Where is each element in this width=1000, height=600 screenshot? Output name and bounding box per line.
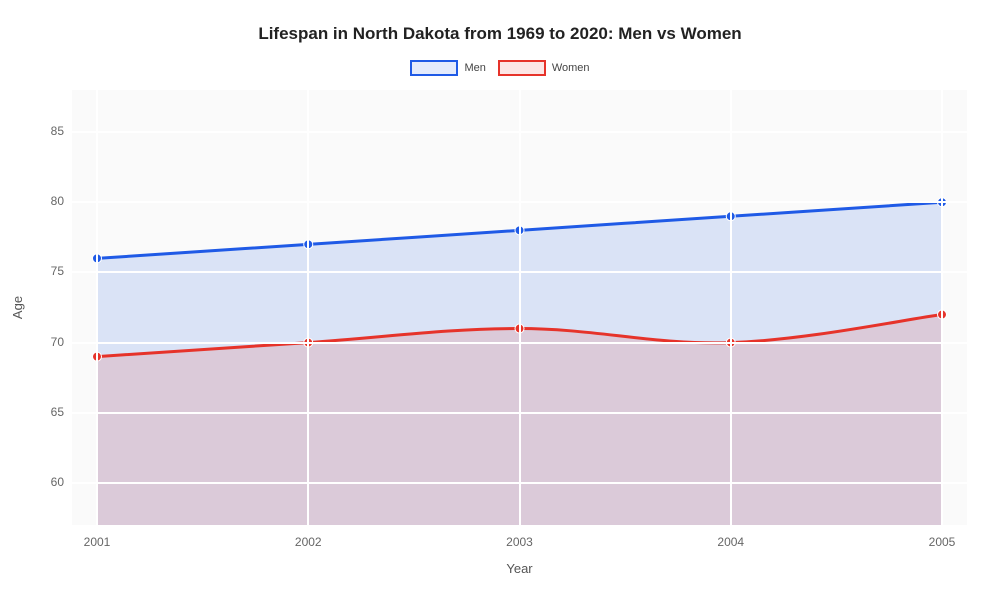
gridline-v — [941, 90, 943, 525]
x-tick-label: 2005 — [912, 535, 972, 549]
legend-label-men: Men — [464, 62, 485, 74]
y-tick-label: 70 — [24, 335, 64, 349]
plot-area — [72, 90, 967, 525]
y-tick-label: 60 — [24, 475, 64, 489]
y-tick-label: 85 — [24, 124, 64, 138]
x-tick-label: 2001 — [67, 535, 127, 549]
gridline-v — [730, 90, 732, 525]
x-axis-title: Year — [72, 561, 967, 576]
gridline-v — [519, 90, 521, 525]
x-tick-label: 2004 — [701, 535, 761, 549]
y-axis-title: Age — [10, 295, 25, 318]
x-tick-label: 2002 — [278, 535, 338, 549]
legend: Men Women — [0, 60, 1000, 76]
legend-label-women: Women — [552, 62, 590, 74]
chart-container: Lifespan in North Dakota from 1969 to 20… — [0, 0, 1000, 600]
x-tick-label: 2003 — [490, 535, 550, 549]
legend-item-men[interactable]: Men — [410, 60, 485, 76]
legend-item-women[interactable]: Women — [498, 60, 590, 76]
gridline-v — [96, 90, 98, 525]
y-tick-label: 80 — [24, 194, 64, 208]
y-tick-label: 75 — [24, 264, 64, 278]
y-tick-label: 65 — [24, 405, 64, 419]
legend-swatch-men — [410, 60, 458, 76]
gridline-v — [307, 90, 309, 525]
legend-swatch-women — [498, 60, 546, 76]
chart-title: Lifespan in North Dakota from 1969 to 20… — [0, 24, 1000, 44]
